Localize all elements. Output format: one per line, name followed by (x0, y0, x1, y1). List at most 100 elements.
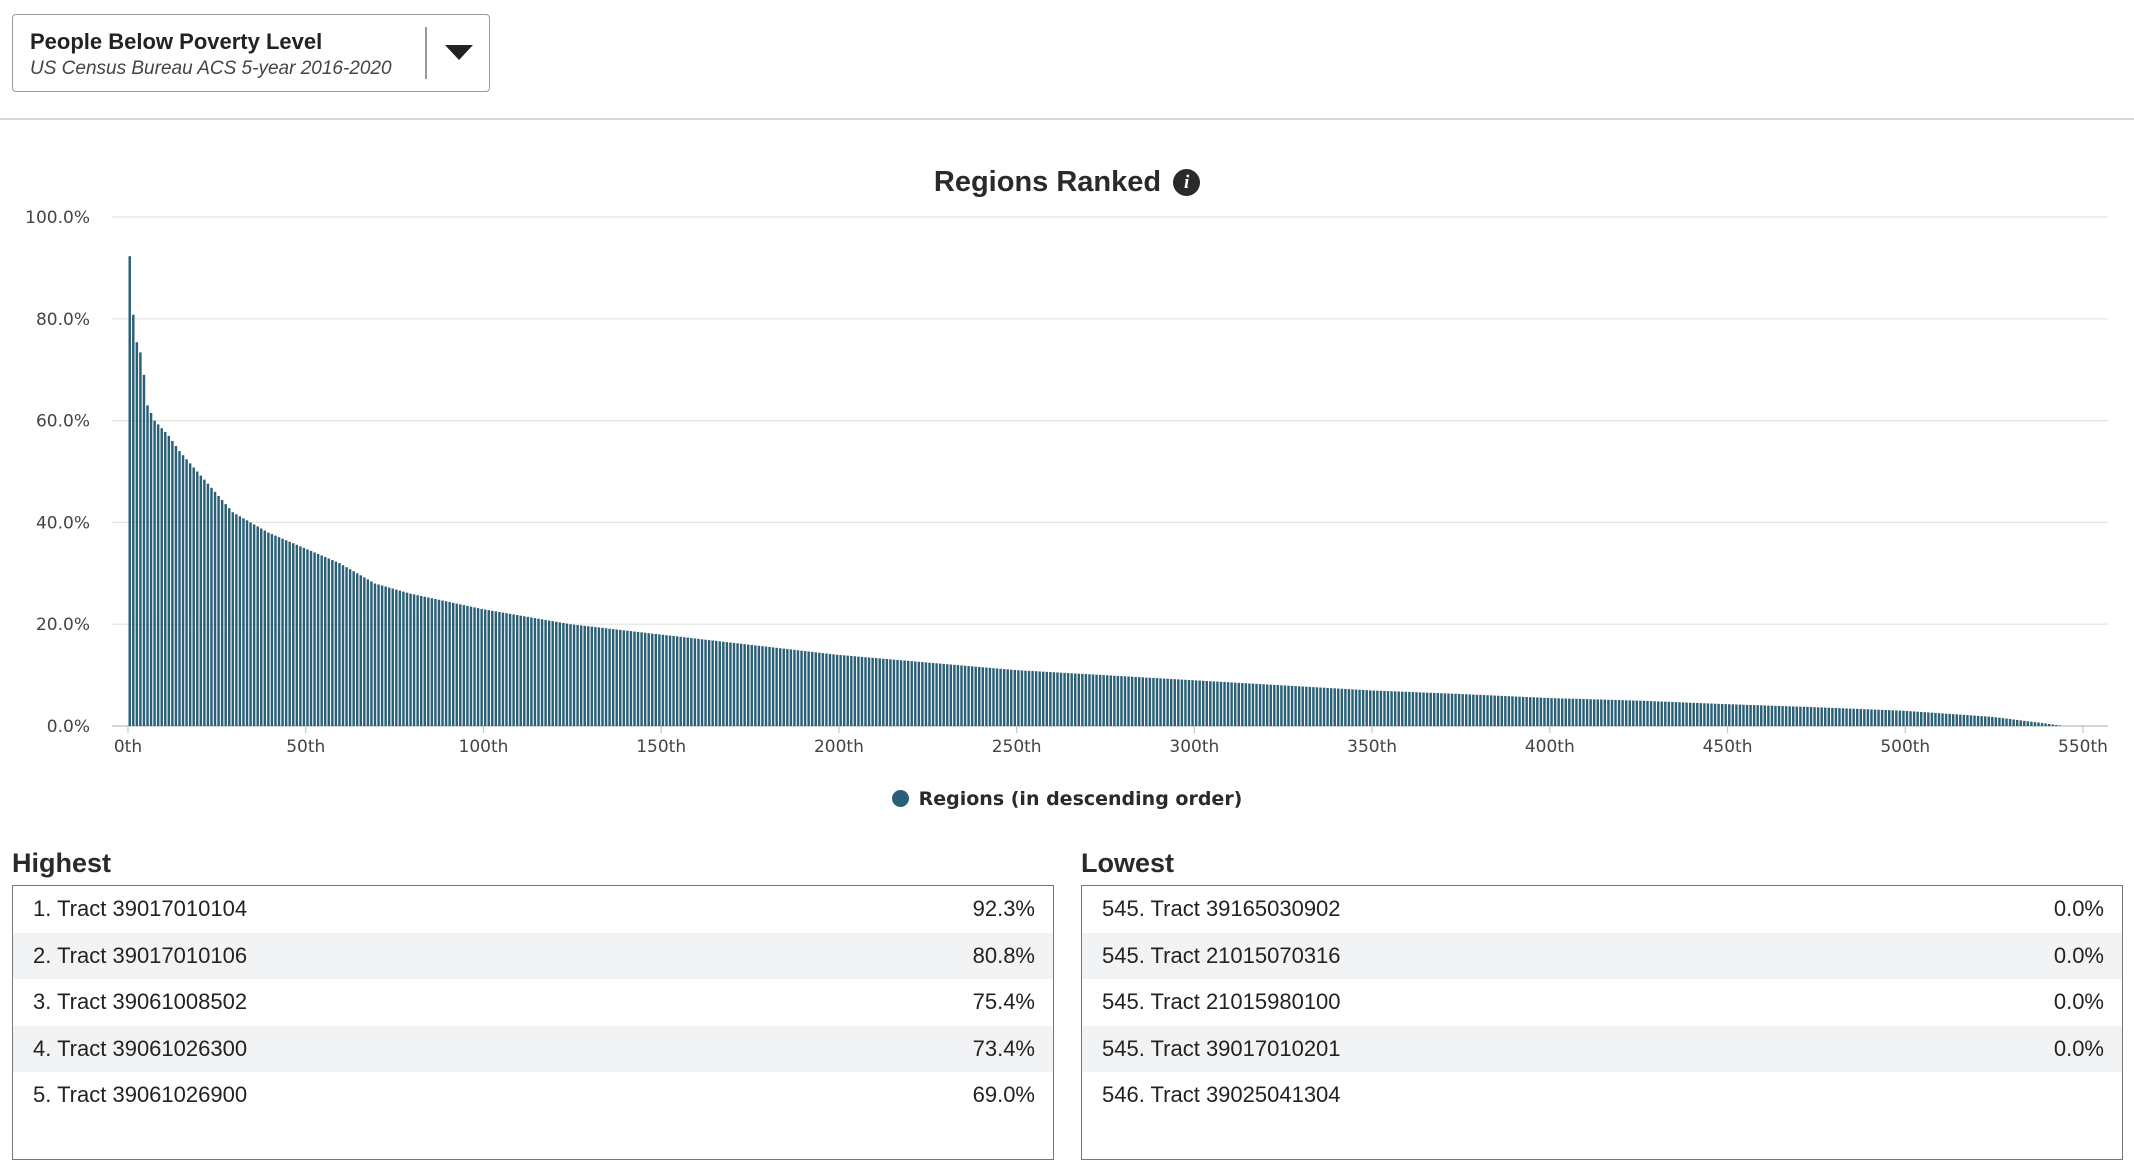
bar (167, 435, 171, 726)
chart-legend[interactable]: Regions (in descending order) (0, 788, 2134, 810)
bar (1134, 676, 1137, 726)
bar (622, 630, 626, 726)
bar (146, 405, 149, 726)
table-row[interactable]: 545. Tract 39165030902 0.0% (1082, 886, 2122, 933)
info-icon[interactable]: i (1173, 169, 1201, 196)
bar (1884, 710, 1887, 726)
bar (494, 611, 498, 726)
bar (224, 504, 227, 726)
bar (1194, 680, 1198, 726)
bar (1262, 684, 1265, 726)
table-row[interactable]: 2. Tract 39017010106 80.8% (13, 932, 1053, 979)
table-row[interactable]: 5. Tract 39061026900 69.0% (13, 1072, 1053, 1119)
y-tick-label: 100.0% (25, 208, 90, 228)
bar (889, 659, 892, 726)
bar (324, 557, 327, 726)
bar (931, 662, 935, 726)
bar (1141, 677, 1144, 726)
bar (1919, 711, 1923, 726)
bar (1379, 690, 1383, 726)
bar (860, 656, 864, 726)
bar (1475, 694, 1479, 726)
bar (764, 646, 768, 726)
bar (387, 587, 391, 726)
bar (260, 528, 263, 726)
bar (1788, 706, 1791, 726)
bar (601, 627, 604, 726)
y-tick-label: 80.0% (36, 310, 90, 330)
dataset-selector[interactable]: People Below Poverty Level US Census Bur… (12, 14, 490, 92)
bar (960, 665, 963, 726)
table-row[interactable]: 546. Tract 39025041304 (1082, 1072, 2122, 1119)
bar (377, 584, 380, 726)
bar (615, 629, 618, 726)
bar (1418, 692, 1422, 726)
x-tick-label: 550th (2058, 737, 2108, 757)
bar (1372, 690, 1376, 726)
bar (906, 660, 910, 726)
table-row[interactable]: 545. Tract 39017010201 0.0% (1082, 1025, 2122, 1072)
bar (1827, 707, 1831, 726)
bar (1507, 696, 1511, 726)
bar (373, 583, 377, 726)
bar (1088, 674, 1091, 726)
bar (1276, 685, 1280, 726)
bar (1845, 708, 1848, 726)
bar (1784, 706, 1788, 726)
bar (1859, 709, 1863, 726)
bar (1987, 716, 1990, 726)
bar (309, 550, 313, 726)
bar (633, 631, 636, 726)
bar (1639, 700, 1642, 726)
bar (803, 651, 807, 726)
bar (1145, 677, 1148, 726)
bar (921, 662, 924, 726)
bar (1607, 699, 1610, 726)
bar (1596, 699, 1599, 726)
bar (1738, 704, 1742, 726)
bar (704, 639, 707, 726)
bar (828, 653, 832, 726)
bar (946, 664, 949, 726)
bar (526, 616, 530, 726)
bar (1781, 706, 1784, 726)
bar (213, 491, 217, 726)
bar (743, 644, 746, 726)
region-value: 80.8% (972, 942, 1035, 968)
bar (938, 663, 942, 726)
bar (1493, 695, 1496, 726)
table-row[interactable]: 3. Tract 39061008502 75.4% (13, 979, 1053, 1026)
bar (355, 573, 359, 726)
chevron-down-icon[interactable] (445, 45, 473, 60)
table-row[interactable]: 545. Tract 21015070316 0.0% (1082, 932, 2122, 979)
bar (238, 516, 242, 726)
bar (1600, 699, 1603, 726)
bar (2008, 719, 2012, 726)
bar (1433, 692, 1436, 726)
bar (1891, 710, 1895, 726)
bar (675, 636, 679, 726)
bar (1760, 705, 1763, 726)
bar (1486, 695, 1489, 726)
table-row[interactable]: 4. Tract 39061026300 73.4% (13, 1025, 1053, 1072)
bar (1560, 698, 1564, 726)
bar (832, 654, 835, 726)
bar (1902, 710, 1905, 726)
bar (1802, 706, 1806, 726)
bar (1223, 682, 1226, 726)
bar (1283, 685, 1287, 726)
bar (459, 604, 462, 726)
bar (451, 602, 455, 726)
bar (1710, 703, 1713, 726)
bar (956, 665, 960, 726)
bar (1187, 679, 1191, 726)
bar (1909, 711, 1912, 726)
bar (348, 569, 352, 726)
table-row[interactable]: 1. Tract 39017010104 92.3% (13, 886, 1053, 933)
bar (1731, 704, 1735, 726)
bar (1429, 692, 1432, 726)
table-row[interactable]: 545. Tract 21015980100 0.0% (1082, 979, 2122, 1026)
bar (174, 446, 178, 726)
bar (1265, 684, 1269, 726)
bar (331, 560, 334, 726)
